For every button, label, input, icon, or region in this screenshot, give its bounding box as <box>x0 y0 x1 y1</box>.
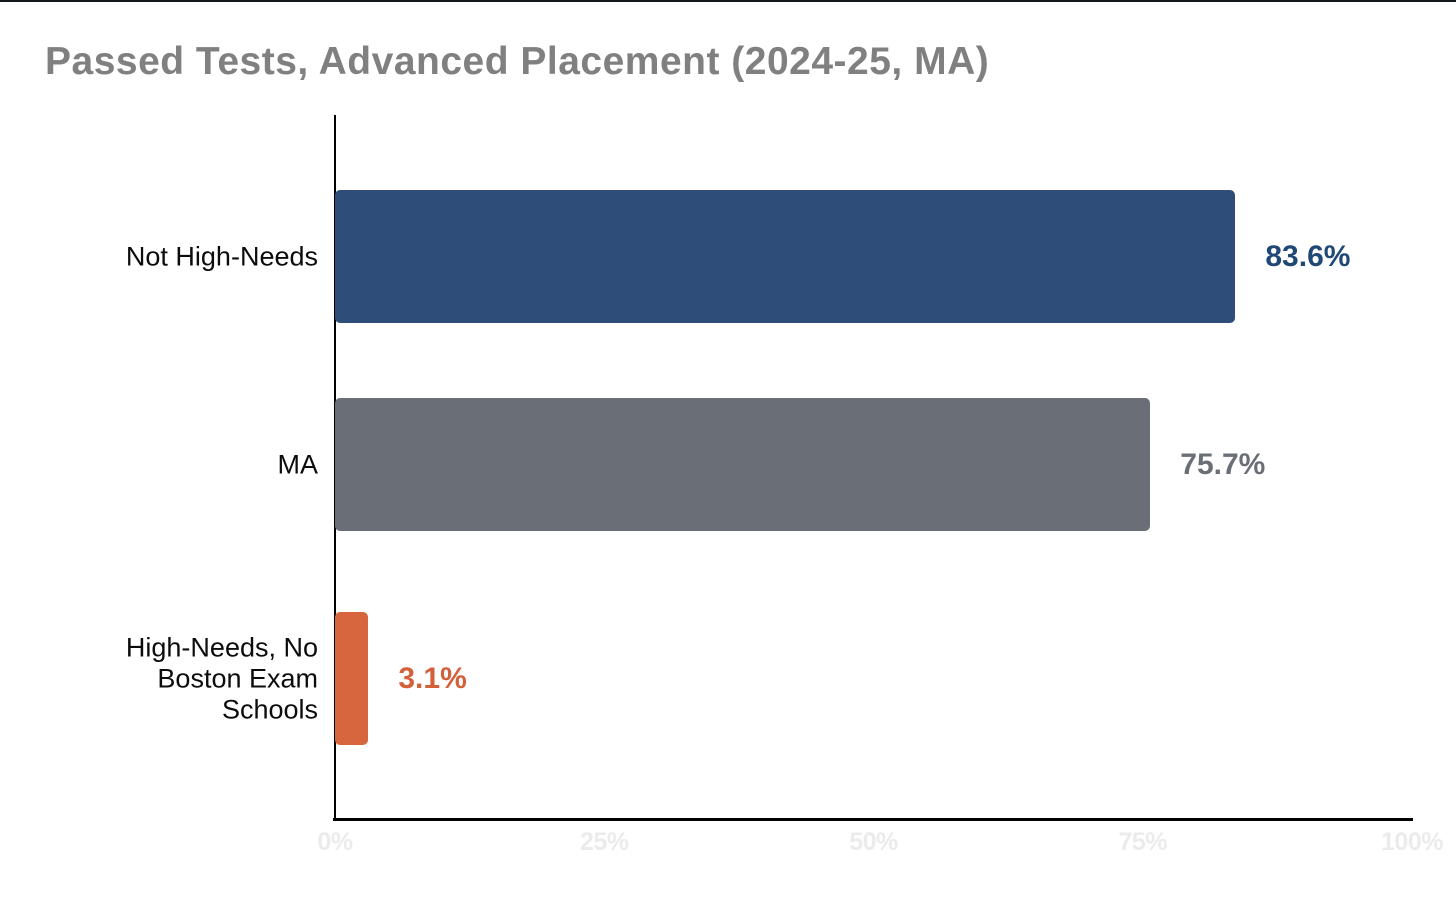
x-tick-label: 25% <box>579 828 629 856</box>
top-border-line <box>0 0 1456 2</box>
x-tick-label: 100% <box>1381 828 1443 856</box>
chart-title: Passed Tests, Advanced Placement (2024-2… <box>45 40 990 83</box>
x-axis-line <box>333 818 1413 821</box>
x-tick-label: 75% <box>1118 828 1168 856</box>
value-label: 3.1% <box>398 661 467 695</box>
bar <box>335 190 1236 323</box>
bar <box>335 398 1151 531</box>
x-tick-label: 50% <box>849 828 898 856</box>
value-label: 83.6% <box>1265 239 1351 273</box>
bar <box>335 612 369 745</box>
category-label: High-Needs, No Boston Exam Schools <box>125 632 318 724</box>
value-label: 75.7% <box>1180 447 1266 481</box>
category-label: Not High-Needs <box>125 241 318 271</box>
x-tick-label: 0% <box>317 828 353 856</box>
category-label: MA <box>277 449 319 479</box>
